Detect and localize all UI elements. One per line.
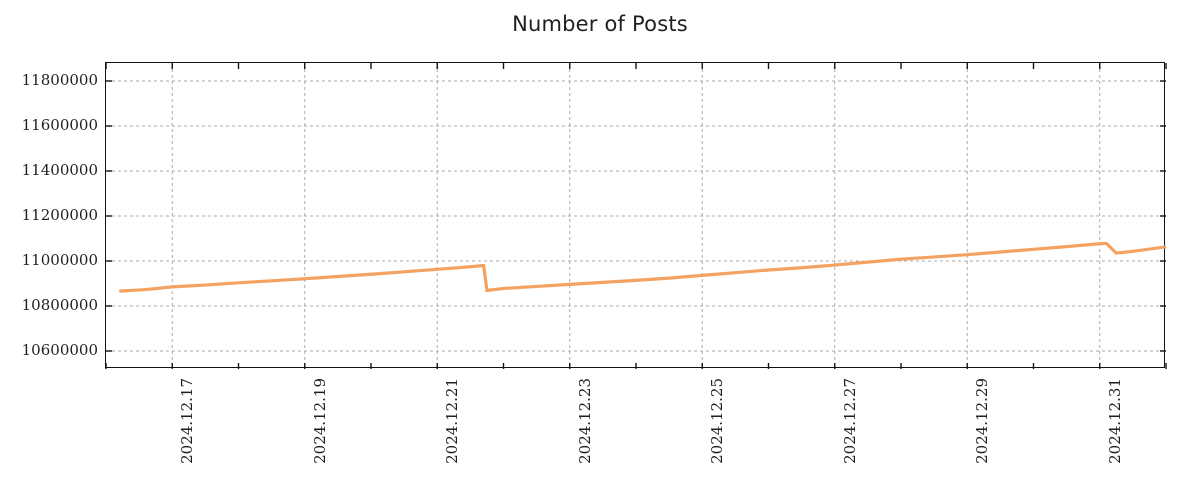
chart-title: Number of Posts	[512, 12, 688, 36]
x-tick-label: 2024.12.21	[443, 378, 462, 464]
x-tick-label: 2024.12.27	[840, 378, 859, 464]
x-axis-ticks	[105, 63, 1167, 369]
y-tick-label: 11800000	[21, 71, 98, 89]
y-tick-label: 11400000	[21, 161, 98, 179]
y-tick-label: 11200000	[21, 206, 98, 224]
plot-area	[105, 62, 1167, 369]
y-tick-label: 11000000	[21, 251, 98, 269]
y-axis-ticks	[106, 80, 1166, 352]
series-line-number-of-posts	[119, 241, 1167, 293]
y-tick-label: 10800000	[21, 296, 98, 314]
y-gridlines	[106, 80, 1166, 352]
y-tick-label: 11600000	[21, 116, 98, 134]
x-tick-label: 2024.12.25	[708, 378, 727, 464]
x-tick-label: 2024.12.19	[310, 378, 329, 464]
x-tick-label: 2024.12.17	[178, 378, 197, 464]
x-tick-label: 2024.12.31	[1105, 378, 1124, 464]
x-tick-label: 2024.12.23	[575, 378, 594, 464]
y-axis-tick-labels: 10600000 10800000 11000000 11200000 11400000…	[0, 62, 98, 368]
y-tick-label: 10600000	[21, 341, 98, 359]
plot-svg	[105, 63, 1167, 369]
x-tick-label: 2024.12.29	[973, 378, 992, 464]
x-axis-tick-labels: 2024.12.17 2024.12.19 2024.12.21 2024.12.23…	[105, 372, 1165, 500]
